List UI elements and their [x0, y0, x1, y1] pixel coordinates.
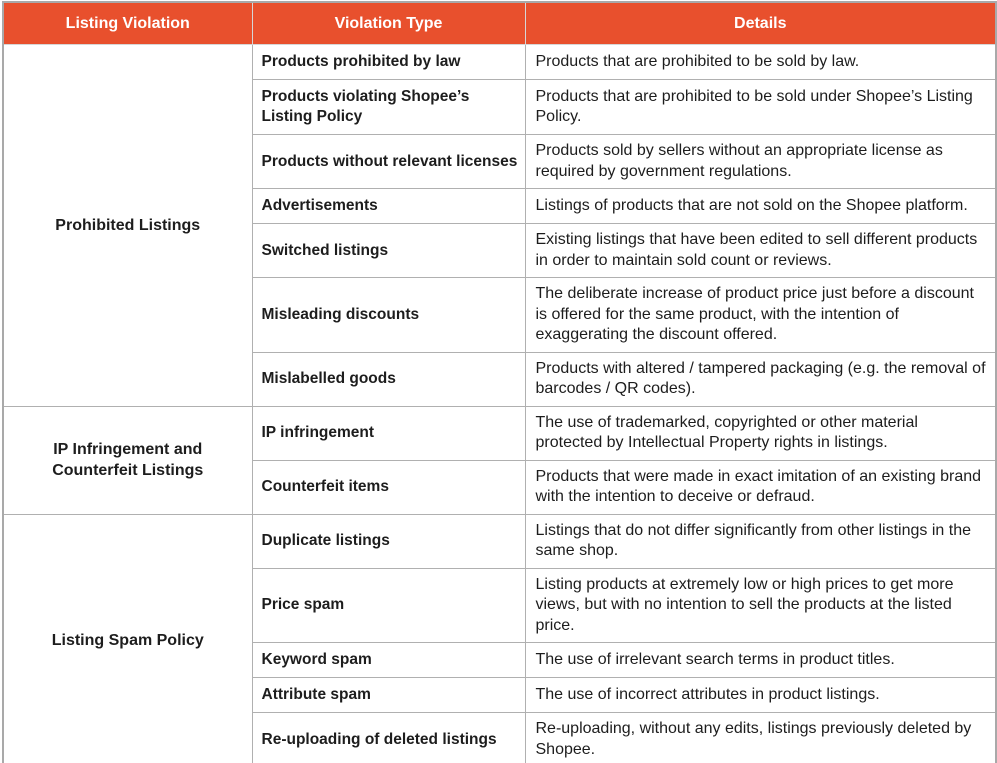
table-row: Products violating Shopee’s Listing Poli… — [3, 79, 997, 135]
listing-violation-group-cell: Listing Spam Policy — [2, 513, 253, 763]
violation-type-cell: Products violating Shopee’s Listing Poli… — [251, 79, 526, 135]
table-header: Listing Violation Violation Type Details — [2, 2, 997, 45]
violation-type-cell: Advertisements — [251, 188, 526, 224]
header-listing-violation: Listing Violation — [2, 2, 253, 45]
table-row: Re-uploading of deleted listings Re-uploa… — [3, 712, 997, 763]
violation-details-cell: Listings of products that are not sold o… — [524, 188, 997, 224]
table-row: Attribute spam The use of incorrect attri… — [3, 677, 997, 713]
violation-type-cell: Products prohibited by law — [251, 44, 526, 80]
violation-type-cell: Re-uploading of deleted listings — [251, 712, 526, 763]
header-details: Details — [524, 2, 997, 45]
table-row: Mislabelled goods Products with altered /… — [3, 351, 997, 407]
header-row: Listing Violation Violation Type Details — [2, 2, 997, 45]
table-row: Products without relevant licenses Produc… — [3, 134, 997, 189]
violation-type-cell: Counterfeit items — [251, 459, 526, 515]
header-violation-type: Violation Type — [251, 2, 526, 45]
table-row: IP Infringement and Counterfeit Listings… — [2, 405, 997, 515]
violation-details-cell: The use of trademarked, copyrighted or o… — [524, 405, 997, 461]
violation-details-cell: Listing products at extremely low or hig… — [524, 567, 997, 643]
listing-violation-group-cell: IP Infringement and Counterfeit Listings — [2, 405, 253, 515]
table-row: Price spam Listing products at extremely … — [3, 567, 997, 643]
listing-violation-group-cell: Prohibited Listings — [2, 44, 253, 407]
violation-type-cell: Misleading discounts — [251, 277, 526, 353]
violation-type-cell: Price spam — [251, 567, 526, 643]
table-row: Keyword spam The use of irrelevant search… — [3, 642, 997, 678]
violation-details-cell: Re-uploading, without any edits, listing… — [524, 712, 997, 763]
violation-details-cell: The use of irrelevant search terms in pr… — [524, 642, 997, 678]
violation-details-cell: The deliberate increase of product price… — [524, 277, 997, 353]
violation-details-cell: Products sold by sellers without an appr… — [524, 134, 997, 189]
violation-details-cell: The use of incorrect attributes in produ… — [524, 677, 997, 713]
violation-type-cell: Attribute spam — [251, 677, 526, 713]
violation-type-cell: IP infringement — [251, 405, 526, 461]
violation-type-cell: Switched listings — [251, 223, 526, 278]
table-row: Listing Spam Policy Duplicate listings Lis… — [2, 513, 997, 763]
violation-details-cell: Products that were made in exact imitati… — [524, 459, 997, 515]
violation-details-cell: Products with altered / tampered packagi… — [524, 351, 997, 407]
violation-details-cell: Existing listings that have been edited … — [524, 223, 997, 278]
table-row: Prohibited Listings Products prohibited b… — [2, 44, 997, 407]
violation-details-cell: Products that are prohibited to be sold … — [524, 44, 997, 80]
violation-details-cell: Products that are prohibited to be sold … — [524, 79, 997, 135]
table-row: Switched listings Existing listings that … — [3, 223, 997, 278]
violation-type-cell: Mislabelled goods — [251, 351, 526, 407]
violation-type-cell: Duplicate listings — [251, 513, 526, 569]
violation-type-cell: Products without relevant licenses — [251, 134, 526, 189]
table-row: Misleading discounts The deliberate incre… — [3, 277, 997, 353]
violation-type-cell: Keyword spam — [251, 642, 526, 678]
violation-details-cell: Listings that do not differ significantl… — [524, 513, 997, 569]
table-body: Prohibited Listings Products prohibited b… — [2, 44, 997, 763]
